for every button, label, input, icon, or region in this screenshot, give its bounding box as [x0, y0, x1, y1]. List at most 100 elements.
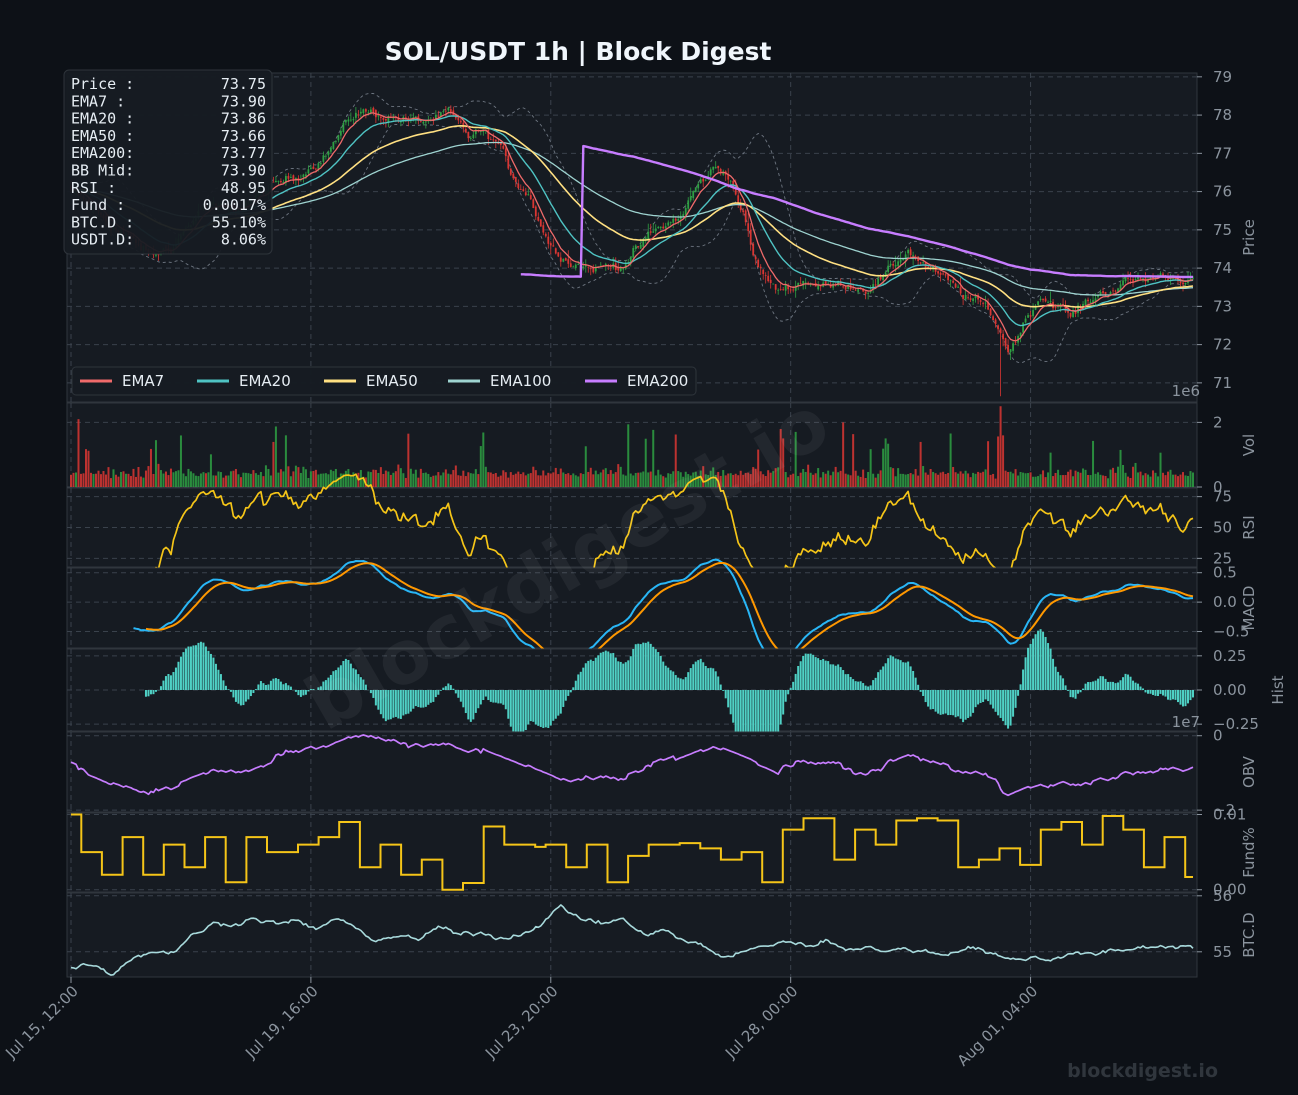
hist-bar — [444, 686, 447, 690]
volume-bar — [744, 472, 747, 487]
hist-bar — [547, 690, 550, 728]
volume-bar — [407, 433, 410, 487]
hist-bar — [1109, 681, 1112, 690]
panel-volume: 0 2 Vol 1e6 — [66, 382, 1258, 496]
candle-body — [317, 163, 320, 170]
hist-bar — [177, 661, 180, 690]
volume-bar — [752, 467, 755, 487]
candle-body — [469, 138, 472, 139]
volume-bar — [917, 475, 920, 487]
candle-body — [707, 175, 710, 178]
hist-bar — [814, 657, 817, 690]
volume-bar — [314, 469, 317, 487]
hist-bar — [884, 663, 887, 690]
candle-body — [367, 112, 370, 114]
hist-bar — [509, 690, 512, 727]
hist-bar — [282, 684, 285, 690]
volume-bar — [474, 469, 477, 487]
hist-bar — [907, 661, 910, 690]
candle-body — [387, 116, 390, 122]
candle-body — [869, 290, 872, 293]
candle-body — [1124, 276, 1127, 282]
candle-body — [1022, 322, 1024, 333]
volume-bar — [377, 472, 380, 487]
candle-body — [894, 264, 897, 267]
candle-body — [474, 129, 477, 135]
hist-bar — [1157, 690, 1160, 697]
hist-bar — [442, 687, 445, 690]
hist-bar — [239, 690, 242, 706]
candle-body — [797, 282, 800, 286]
hist-bar — [812, 654, 815, 690]
candle-body — [522, 189, 525, 192]
candle-body — [867, 292, 870, 294]
hist-bar — [492, 690, 495, 703]
candle-body — [974, 295, 977, 299]
volume-bar — [634, 472, 637, 487]
hist-bar — [837, 664, 840, 690]
candle-body — [1132, 279, 1134, 282]
volume-bar — [654, 475, 657, 487]
y-tick-label: 25 — [1213, 549, 1232, 567]
hist-bar — [264, 684, 267, 690]
hist-bar — [394, 690, 397, 717]
candle-body — [804, 282, 807, 284]
volume-bar — [247, 473, 250, 487]
info-label: Fund : — [71, 196, 125, 214]
hist-bar — [589, 659, 592, 690]
volume-bar — [112, 469, 115, 487]
hist-bar — [1037, 630, 1040, 690]
volume-bar — [1164, 475, 1167, 487]
hist-bar — [1149, 690, 1152, 694]
volume-bar — [334, 468, 337, 487]
candle-body — [589, 268, 592, 270]
hist-bar — [147, 690, 150, 697]
volume-bar — [1087, 474, 1090, 487]
hist-bar — [187, 646, 190, 690]
volume-bar — [1017, 475, 1020, 487]
hist-bar — [822, 658, 825, 690]
info-value: 73.90 — [221, 162, 266, 180]
candle-body — [897, 261, 900, 266]
hist-bar — [1027, 647, 1030, 690]
volume-bar — [1032, 476, 1035, 487]
volume-bar — [1057, 469, 1060, 487]
volume-bar — [1114, 472, 1117, 487]
volume-bar — [1069, 469, 1072, 487]
hist-bar — [1117, 682, 1120, 690]
candle-body — [844, 286, 847, 290]
candle-body — [1099, 291, 1102, 296]
volume-bar — [304, 469, 307, 487]
hist-bar — [392, 690, 395, 718]
candle-body — [542, 225, 545, 233]
volume-bar — [477, 474, 480, 487]
hist-bar — [1059, 675, 1062, 690]
volume-bar — [599, 472, 602, 487]
volume-bar — [954, 472, 957, 487]
hist-bar — [672, 671, 675, 690]
volume-bar — [467, 472, 470, 487]
y-tick-label: 75 — [1213, 488, 1232, 506]
candle-body — [667, 222, 670, 226]
volume-bar — [737, 475, 740, 487]
x-tick-label: Jul 23, 20:00 — [481, 982, 561, 1062]
info-value: 73.66 — [221, 127, 266, 145]
hist-bar — [424, 690, 427, 707]
volume-bar — [972, 472, 975, 487]
candle-body — [337, 135, 340, 141]
volume-bar — [114, 474, 117, 487]
volume-bar — [269, 475, 272, 487]
candle-body — [312, 166, 315, 170]
hist-bar — [582, 667, 585, 690]
volume-bar — [437, 472, 440, 487]
info-box: Price : 73.75 EMA7 : 73.90 EMA20 : 73.86 EMA50… — [63, 69, 273, 255]
hist-bar — [817, 658, 820, 690]
candle-body — [757, 259, 760, 268]
volume-bar — [787, 477, 790, 487]
candle-body — [672, 218, 675, 223]
hist-bar — [1152, 690, 1155, 695]
hist-bar — [242, 690, 245, 706]
volume-bar — [1012, 473, 1015, 487]
candle-body — [1134, 279, 1137, 281]
